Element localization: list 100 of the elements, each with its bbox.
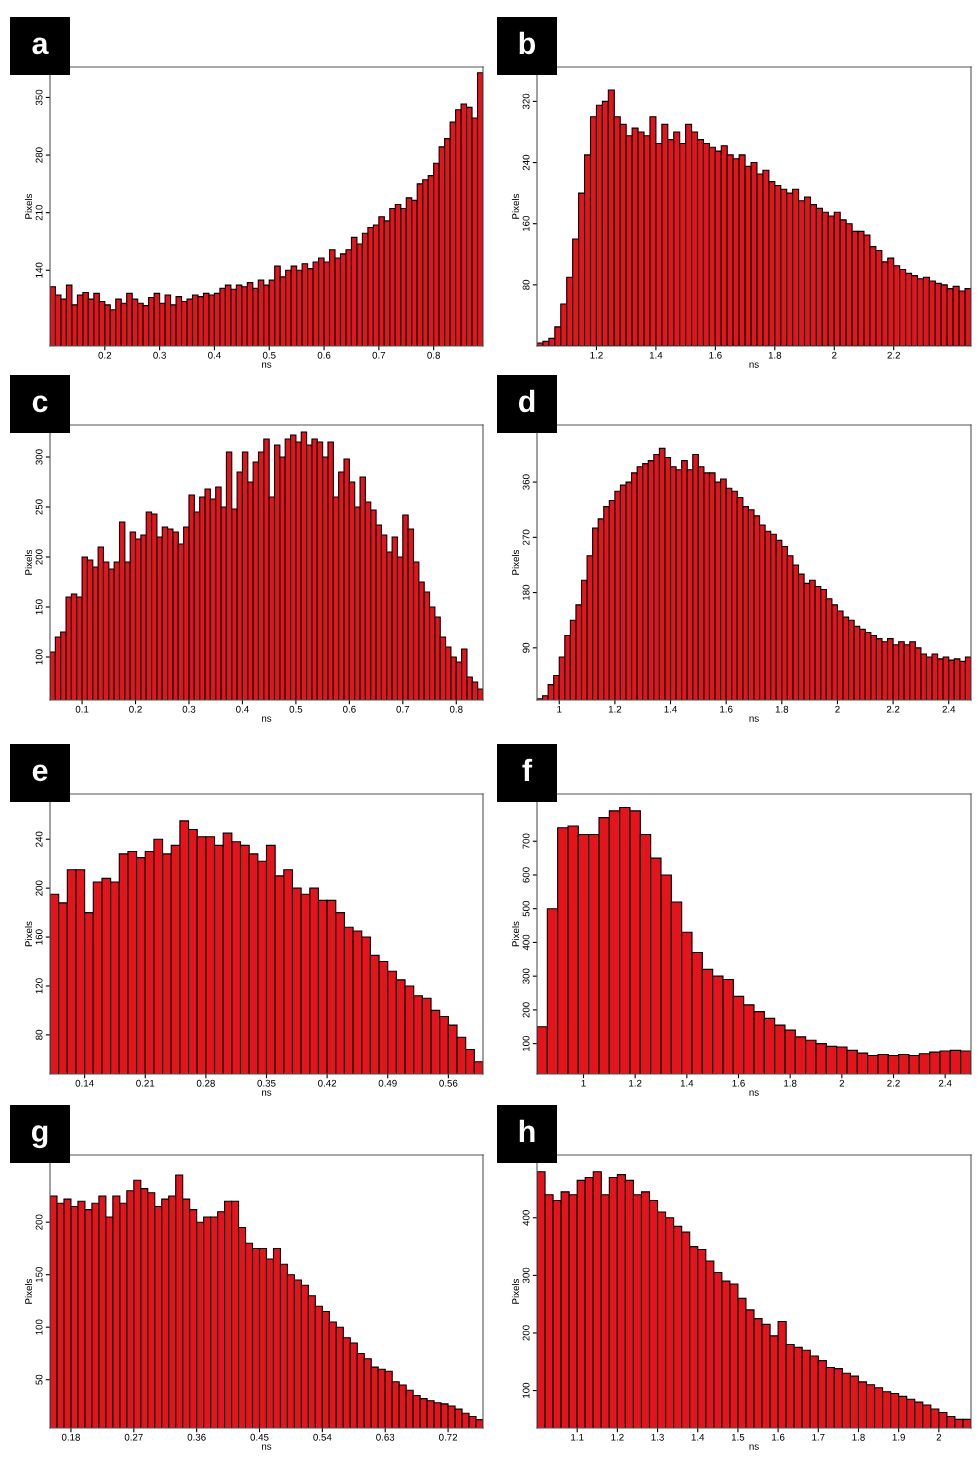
x-tick-label: 1.8 xyxy=(768,351,782,359)
x-tick-label: 1.8 xyxy=(852,1433,865,1441)
y-axis-title: Pixels xyxy=(24,549,33,575)
x-tick-label: 0.5 xyxy=(262,351,276,359)
x-tick-label: 1.2 xyxy=(590,351,603,359)
y-tick-label: 210 xyxy=(35,204,43,221)
x-tick-label: 1.7 xyxy=(812,1433,825,1441)
x-tick-label: 0.3 xyxy=(153,351,166,359)
y-axis-title: Pixels xyxy=(511,549,520,575)
y-tick-label: 200 xyxy=(522,1002,530,1018)
x-tick-label: 0.2 xyxy=(129,705,142,713)
y-tick-label: 300 xyxy=(522,968,530,984)
y-tick-label: 400 xyxy=(522,934,530,951)
x-tick-label: 2.4 xyxy=(942,705,956,713)
y-tick-label: 350 xyxy=(35,89,43,106)
x-tick-label: 0.36 xyxy=(187,1433,206,1441)
y-tick-label: 160 xyxy=(522,215,530,232)
y-tick-label: 90 xyxy=(522,642,530,653)
x-tick-label: 2.4 xyxy=(938,1079,952,1087)
y-axis-title: Pixels xyxy=(24,1278,33,1304)
y-tick-label: 100 xyxy=(35,1319,43,1335)
x-tick-label: 0.42 xyxy=(318,1079,337,1087)
x-tick-label: 0.18 xyxy=(61,1433,80,1441)
chart-title: e xyxy=(32,764,48,782)
y-axis-title: Pixels xyxy=(511,921,520,947)
y-tick-label: 100 xyxy=(35,649,43,665)
y-tick-label: 700 xyxy=(522,833,530,849)
y-tick-label: 500 xyxy=(522,900,530,917)
y-tick-label: 50 xyxy=(35,1374,43,1385)
y-tick-label: 250 xyxy=(35,499,43,515)
x-tick-label: 1.6 xyxy=(772,1433,785,1441)
y-tick-label: 100 xyxy=(522,1382,530,1398)
x-axis-title: ns xyxy=(262,362,272,368)
y-tick-label: 280 xyxy=(35,147,43,163)
y-tick-label: 200 xyxy=(35,549,43,565)
chart-title: c xyxy=(32,395,48,413)
chart-title: d xyxy=(518,389,535,413)
chart-title: b xyxy=(519,31,536,55)
y-tick-label: 180 xyxy=(522,584,530,600)
y-tick-label: 240 xyxy=(522,154,530,171)
x-tick-label: 0.2 xyxy=(98,351,112,359)
x-tick-label: 1.8 xyxy=(784,1079,797,1087)
x-tick-label: 0.28 xyxy=(196,1079,215,1087)
chart-title: g xyxy=(31,1125,48,1149)
y-tick-label: 140 xyxy=(35,262,43,278)
y-tick-label: 200 xyxy=(35,1214,43,1230)
x-tick-label: 1.4 xyxy=(691,1433,705,1441)
x-tick-label: 1.2 xyxy=(611,1433,624,1441)
y-tick-label: 80 xyxy=(35,1029,43,1040)
y-tick-label: 320 xyxy=(522,93,530,110)
x-tick-label: 0.6 xyxy=(317,351,331,359)
x-tick-label: 1.6 xyxy=(732,1079,745,1087)
x-tick-label: 0.56 xyxy=(439,1079,458,1087)
y-tick-label: 160 xyxy=(35,929,43,945)
x-tick-label: 1.4 xyxy=(649,351,663,359)
y-tick-label: 100 xyxy=(522,1035,530,1052)
x-tick-label: 0.8 xyxy=(427,351,441,359)
x-tick-label: 1.6 xyxy=(709,351,722,359)
x-tick-label: 0.1 xyxy=(75,705,89,713)
y-tick-label: 600 xyxy=(522,867,530,883)
x-tick-label: 1.6 xyxy=(720,705,733,713)
x-tick-label: 0.54 xyxy=(313,1433,332,1441)
chart-title: h xyxy=(519,1119,535,1142)
y-tick-label: 400 xyxy=(522,1210,530,1226)
y-tick-label: 200 xyxy=(522,1325,530,1341)
x-axis-title: ns xyxy=(262,1090,272,1096)
x-tick-label: 0.7 xyxy=(396,705,410,713)
x-axis-title: ns xyxy=(749,716,759,722)
x-tick-label: 1.5 xyxy=(731,1433,745,1441)
x-tick-label: 2 xyxy=(832,351,837,359)
x-tick-label: 0.49 xyxy=(378,1079,397,1087)
x-tick-label: 2 xyxy=(936,1433,942,1441)
x-tick-label: 1.2 xyxy=(608,705,622,713)
x-tick-label: 1.2 xyxy=(629,1079,642,1087)
x-tick-label: 0.5 xyxy=(289,705,303,713)
x-axis-title: ns xyxy=(262,1444,272,1450)
x-axis-title: ns xyxy=(262,716,272,722)
x-tick-label: 0.4 xyxy=(236,705,249,713)
y-axis-title: Pixels xyxy=(511,1278,520,1304)
x-tick-label: 2 xyxy=(839,1079,845,1087)
y-tick-label: 240 xyxy=(35,831,43,847)
y-tick-label: 150 xyxy=(35,599,43,615)
x-tick-label: 1.3 xyxy=(651,1433,664,1441)
y-tick-label: 150 xyxy=(35,1266,43,1283)
x-tick-label: 2.2 xyxy=(886,705,900,713)
x-tick-label: 0.45 xyxy=(250,1433,269,1441)
x-tick-label: 0.8 xyxy=(449,705,463,713)
x-tick-label: 1.9 xyxy=(892,1433,905,1441)
x-tick-label: 1.8 xyxy=(775,705,789,713)
x-tick-label: 0.4 xyxy=(208,351,221,359)
y-tick-label: 300 xyxy=(35,449,43,465)
x-tick-label: 0.6 xyxy=(342,705,356,713)
x-tick-label: 0.72 xyxy=(439,1433,458,1441)
x-tick-label: 1 xyxy=(557,705,562,713)
y-tick-label: 300 xyxy=(522,1267,530,1284)
y-tick-label: 360 xyxy=(522,474,530,490)
chart-title: a xyxy=(32,37,49,55)
y-tick-label: 80 xyxy=(522,279,530,290)
x-tick-label: 0.21 xyxy=(136,1079,155,1087)
x-axis-title: ns xyxy=(749,1090,759,1096)
